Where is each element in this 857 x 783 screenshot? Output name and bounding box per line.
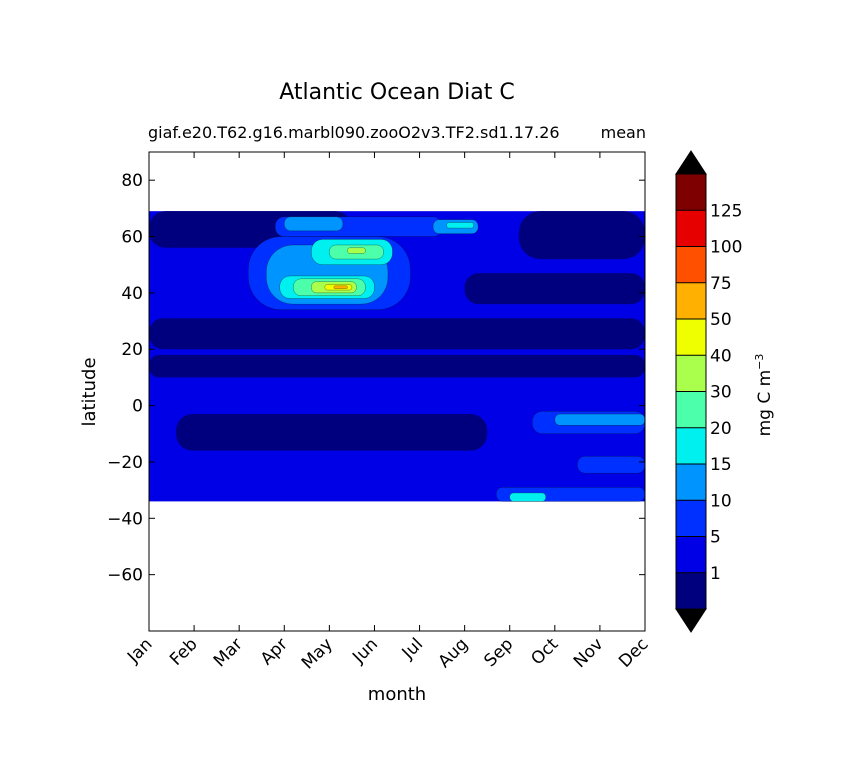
colorbar-tick-label: 50: [710, 310, 732, 330]
x-tick-label: Jan: [123, 634, 156, 667]
colorbar-tick-label: 10: [710, 491, 732, 511]
x-tick-label: Nov: [570, 634, 608, 672]
colorbar-tick-label: 75: [710, 274, 732, 294]
colorbar-extend-top: [675, 150, 707, 175]
y-tick-label: 80: [121, 171, 143, 191]
colorbar-tick-label: 30: [710, 383, 732, 403]
contour-region-level-3: [554, 413, 645, 426]
colorbar-tick-label: 15: [710, 455, 732, 475]
x-tick-label: Aug: [435, 634, 473, 672]
y-axis-label: latitude: [79, 357, 100, 426]
x-tick-label: Jul: [398, 634, 427, 663]
y-tick-label: −20: [107, 453, 143, 473]
plot-area-frame: [148, 151, 646, 632]
chart-subtitle-left: giaf.e20.T62.g16.marbl090.zooO2v3.TF2.sd…: [148, 123, 560, 142]
colorbar-segment: [676, 500, 706, 537]
x-tick-label: Mar: [210, 634, 247, 671]
contour-region-level-0: [149, 354, 645, 378]
colorbar-segment: [676, 391, 706, 428]
colorbar-segment: [676, 536, 706, 573]
contour-region-level-8: [333, 285, 348, 289]
colorbar-tick-label: 40: [710, 346, 732, 366]
y-tick-label: 60: [121, 228, 143, 248]
colorbar-tick-label: 5: [710, 528, 721, 548]
y-tick-label: 0: [132, 397, 143, 417]
x-tick-label: Jun: [348, 634, 382, 668]
colorbar-segment: [676, 572, 706, 609]
colorbar-tick-label: 20: [710, 419, 732, 439]
chart-title: Atlantic Ocean Diat C: [279, 80, 515, 105]
x-tick-label: Oct: [527, 634, 562, 669]
colorbar: [675, 150, 707, 633]
y-tick-label: −60: [107, 566, 143, 586]
contour-region-level-4: [509, 492, 547, 502]
colorbar-segment: [676, 174, 706, 211]
contour-region-level-3: [284, 216, 344, 232]
contour-region-level-0: [176, 414, 488, 451]
y-tick-label: 40: [121, 284, 143, 304]
colorbar-extend-bottom: [675, 608, 707, 633]
x-tick-label: Sep: [480, 634, 517, 671]
colorbar-tick-label: 100: [710, 238, 742, 258]
contour-regions: [149, 211, 645, 502]
colorbar-segment: [676, 427, 706, 464]
x-tick-label: Feb: [166, 634, 201, 669]
colorbar-segment: [676, 246, 706, 283]
colorbar-label-exponent: −3: [753, 354, 766, 370]
x-tick-label: May: [298, 634, 337, 673]
contour-region-level-4: [446, 222, 474, 229]
contour-region-level-0: [518, 211, 645, 260]
contour-region-level-0: [149, 318, 645, 350]
colorbar-tick-label: 1: [710, 564, 721, 584]
x-tick-label: Apr: [257, 634, 292, 669]
colorbar-segment: [676, 210, 706, 247]
y-tick-label: −40: [107, 509, 143, 529]
chart-subtitle-right: mean: [601, 123, 646, 142]
y-tick-label: 20: [121, 340, 143, 360]
colorbar-segment: [676, 355, 706, 392]
colorbar-segment: [676, 319, 706, 356]
y-axis: 80 60 40 20 0 −20 −40 −60: [107, 171, 645, 586]
contour-region-level-6: [347, 247, 366, 254]
contour-region-level-2: [577, 456, 645, 474]
colorbar-segment: [676, 464, 706, 501]
colorbar-label: mg C m−3: [753, 354, 775, 437]
x-axis-label: month: [368, 684, 426, 705]
colorbar-label-text: mg C m: [755, 370, 775, 437]
contour-region-level-0: [464, 273, 645, 305]
x-tick-label: Dec: [615, 634, 652, 671]
colorbar-tick-label: 125: [710, 201, 742, 221]
colorbar-segment: [676, 282, 706, 319]
